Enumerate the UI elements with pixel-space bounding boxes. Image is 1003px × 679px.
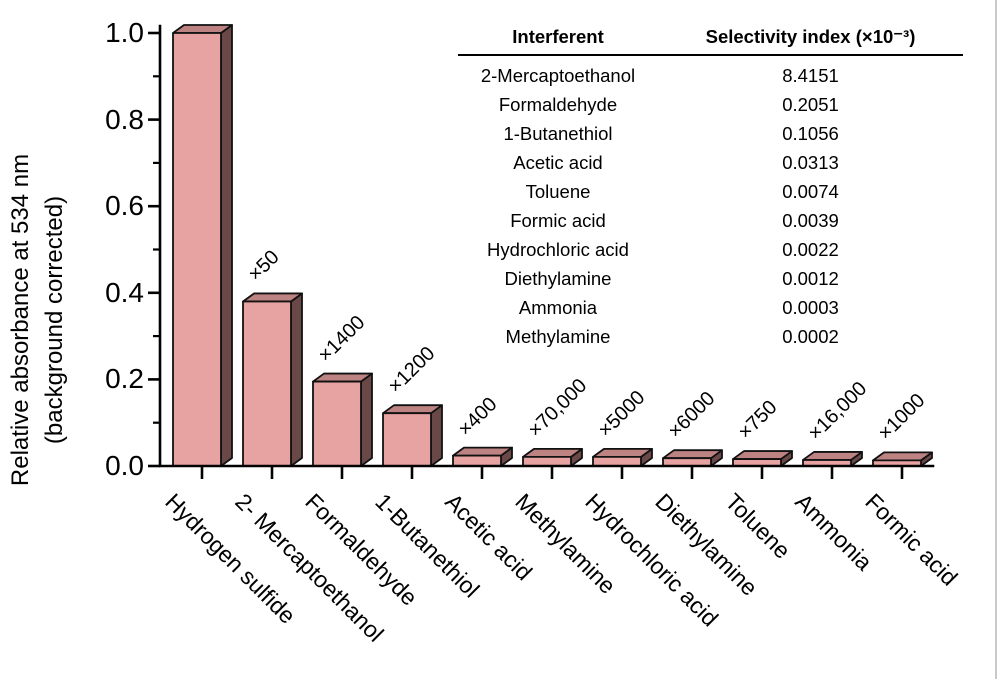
y-tick-label: 0.4 xyxy=(105,276,144,308)
table-cell-interferent: Ammonia xyxy=(518,296,598,318)
table-row: Toluene 0.0074 xyxy=(458,177,963,206)
table-cell-interferent: Formaldehyde xyxy=(498,93,618,115)
table-cell-selectivity-index: 0.0022 xyxy=(782,238,839,260)
y-axis-title: Relative absorbance at 534 nm (backgroun… xyxy=(4,40,78,600)
table-cell-selectivity-index: 0.0313 xyxy=(782,151,839,173)
table-cell-selectivity-index: 0.0012 xyxy=(782,267,839,289)
table-header-row: Interferent Selectivity index (×10⁻³) xyxy=(458,20,963,56)
table-row: Ammonia 0.0003 xyxy=(458,293,963,322)
bar-top-hydrochloric-acid xyxy=(592,448,653,458)
bar-side-2-mercaptoethanol xyxy=(290,292,303,467)
y-tick-label: 1.0 xyxy=(105,17,144,48)
table-header-selectivity-index: Selectivity index (×10⁻³) xyxy=(705,26,916,47)
bar-methylamine xyxy=(522,456,572,467)
bar-2-mercaptoethanol xyxy=(242,300,292,467)
bar-top-formaldehyde xyxy=(312,372,373,383)
bar-top-1-butanethiol xyxy=(382,404,443,415)
bar-top-hydrogen-sulfide xyxy=(172,24,233,34)
table-cell-selectivity-index: 0.0003 xyxy=(782,296,839,318)
y-tick-label: 0.6 xyxy=(105,190,144,222)
y-axis-title-line1: Relative absorbance at 534 nm xyxy=(7,153,34,487)
y-tick-label: 0.8 xyxy=(105,103,144,135)
y-axis-title-line2: (background corrected) xyxy=(41,195,68,445)
table-row: 2-Mercaptoethanol 8.4151 xyxy=(458,61,963,90)
table-cell-selectivity-index: 0.1056 xyxy=(782,122,839,144)
table-cell-selectivity-index: 0.0039 xyxy=(782,209,839,231)
y-tick-label: 0.2 xyxy=(105,363,144,395)
bar-side-hydrogen-sulfide xyxy=(220,24,233,467)
bar-top-diethylamine xyxy=(662,449,723,460)
bar-side-formaldehyde xyxy=(360,372,373,467)
table-row: 1-Butanethiol 0.1056 xyxy=(458,119,963,148)
table-body: 2-Mercaptoethanol 8.4151 Formaldehyde 0.205… xyxy=(458,56,963,351)
y-tick-label: 0.0 xyxy=(105,450,144,481)
table-cell-interferent: Toluene xyxy=(525,180,591,202)
bar-top-methylamine xyxy=(522,448,583,458)
table-cell-interferent: Acetic acid xyxy=(513,151,603,173)
table-row: Methylamine 0.0002 xyxy=(458,322,963,351)
table-cell-interferent: Hydrochloric acid xyxy=(487,238,629,260)
bar-top-ammonia xyxy=(802,451,863,461)
bar-hydrogen-sulfide xyxy=(172,32,222,467)
table-cell-interferent: 2-Mercaptoethanol xyxy=(480,64,636,86)
table-row: Acetic acid 0.0313 xyxy=(458,148,963,177)
table-cell-interferent: 1-Butanethiol xyxy=(503,122,613,144)
bar-acetic-acid xyxy=(452,454,502,467)
bar-hydrochloric-acid xyxy=(592,456,642,467)
table-cell-selectivity-index: 0.0074 xyxy=(782,180,839,202)
bar-top-formic-acid xyxy=(872,451,933,462)
table-cell-interferent: Diethylamine xyxy=(504,267,612,289)
bar-1-butanethiol xyxy=(382,412,432,467)
table-row: Formaldehyde 0.2051 xyxy=(458,90,963,119)
table-cell-interferent: Formic acid xyxy=(510,209,606,231)
table-row: Formic acid 0.0039 xyxy=(458,206,963,235)
page-edge-line xyxy=(995,0,997,679)
bar-top-toluene xyxy=(732,450,793,460)
table-cell-selectivity-index: 8.4151 xyxy=(782,64,839,86)
table-cell-interferent: Methylamine xyxy=(505,325,611,347)
selectivity-table: Interferent Selectivity index (×10⁻³) 2-… xyxy=(458,20,963,351)
bar-side-1-butanethiol xyxy=(430,404,443,467)
bar-formaldehyde xyxy=(312,380,362,467)
table-cell-selectivity-index: 0.2051 xyxy=(782,93,839,115)
bar-top-2-mercaptoethanol xyxy=(242,292,303,303)
bar-top-acetic-acid xyxy=(452,446,513,457)
table-row: Diethylamine 0.0012 xyxy=(458,264,963,293)
table-cell-selectivity-index: 0.0002 xyxy=(782,325,839,347)
table-header-interferent: Interferent xyxy=(512,26,604,47)
table-row: Hydrochloric acid 0.0022 xyxy=(458,235,963,264)
